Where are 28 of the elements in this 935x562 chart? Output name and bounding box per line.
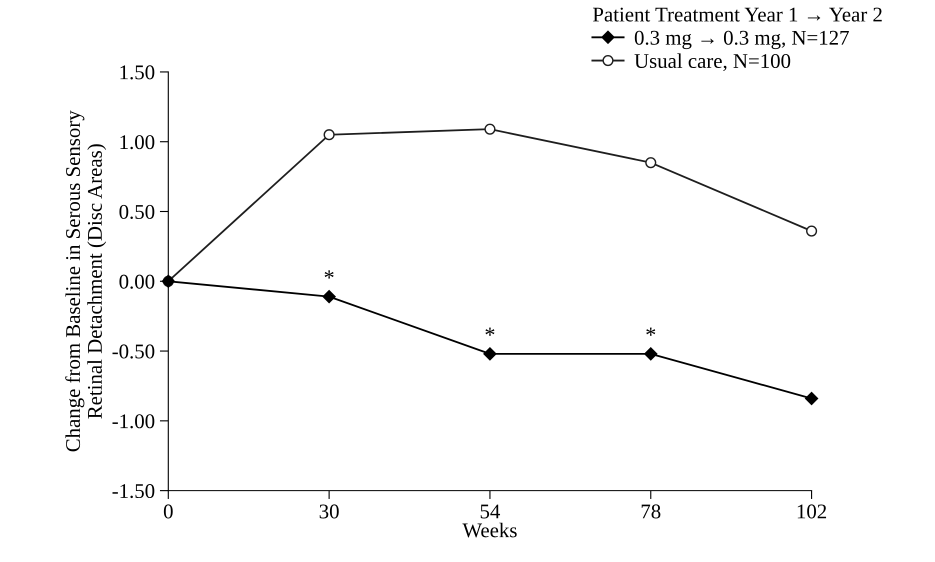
legend-title: Patient Treatment Year 1 → Year 2 xyxy=(592,8,882,22)
y-axis-title: Change from Baseline in Serous Sensory Retinal Detachment (Disc Areas) xyxy=(65,110,106,452)
point xyxy=(322,290,336,304)
x-axis-title: Weeks xyxy=(462,522,517,538)
y-tick-label: 1.50 xyxy=(120,65,154,80)
y-tick-label: -0.50 xyxy=(112,344,154,359)
annotation: * xyxy=(485,328,494,336)
x-tick-label: 54 xyxy=(480,504,500,518)
legend-label: Usual care, N=100 xyxy=(634,53,790,72)
point xyxy=(483,347,497,360)
point xyxy=(644,347,658,360)
point xyxy=(324,129,335,140)
y-tick-label: 1.00 xyxy=(120,135,154,150)
annotation: * xyxy=(324,270,334,279)
legend-label: 0.3 mg → 0.3 mg, N=127 xyxy=(634,30,849,50)
point xyxy=(804,392,818,406)
y-tick-label: -1.00 xyxy=(112,414,154,428)
point xyxy=(484,124,496,135)
x-tick-label: 0 xyxy=(164,504,173,518)
annotation: * xyxy=(646,328,656,336)
y-tick-label: 0.00 xyxy=(119,274,154,289)
y-tick-label: -1.50 xyxy=(112,484,154,498)
point xyxy=(645,157,656,168)
y-tick-label: 0.50 xyxy=(119,204,154,220)
x-tick-label: 78 xyxy=(642,504,660,518)
x-tick-label: 30 xyxy=(320,504,339,518)
point xyxy=(806,225,818,237)
x-tick-label: 102 xyxy=(798,504,826,518)
